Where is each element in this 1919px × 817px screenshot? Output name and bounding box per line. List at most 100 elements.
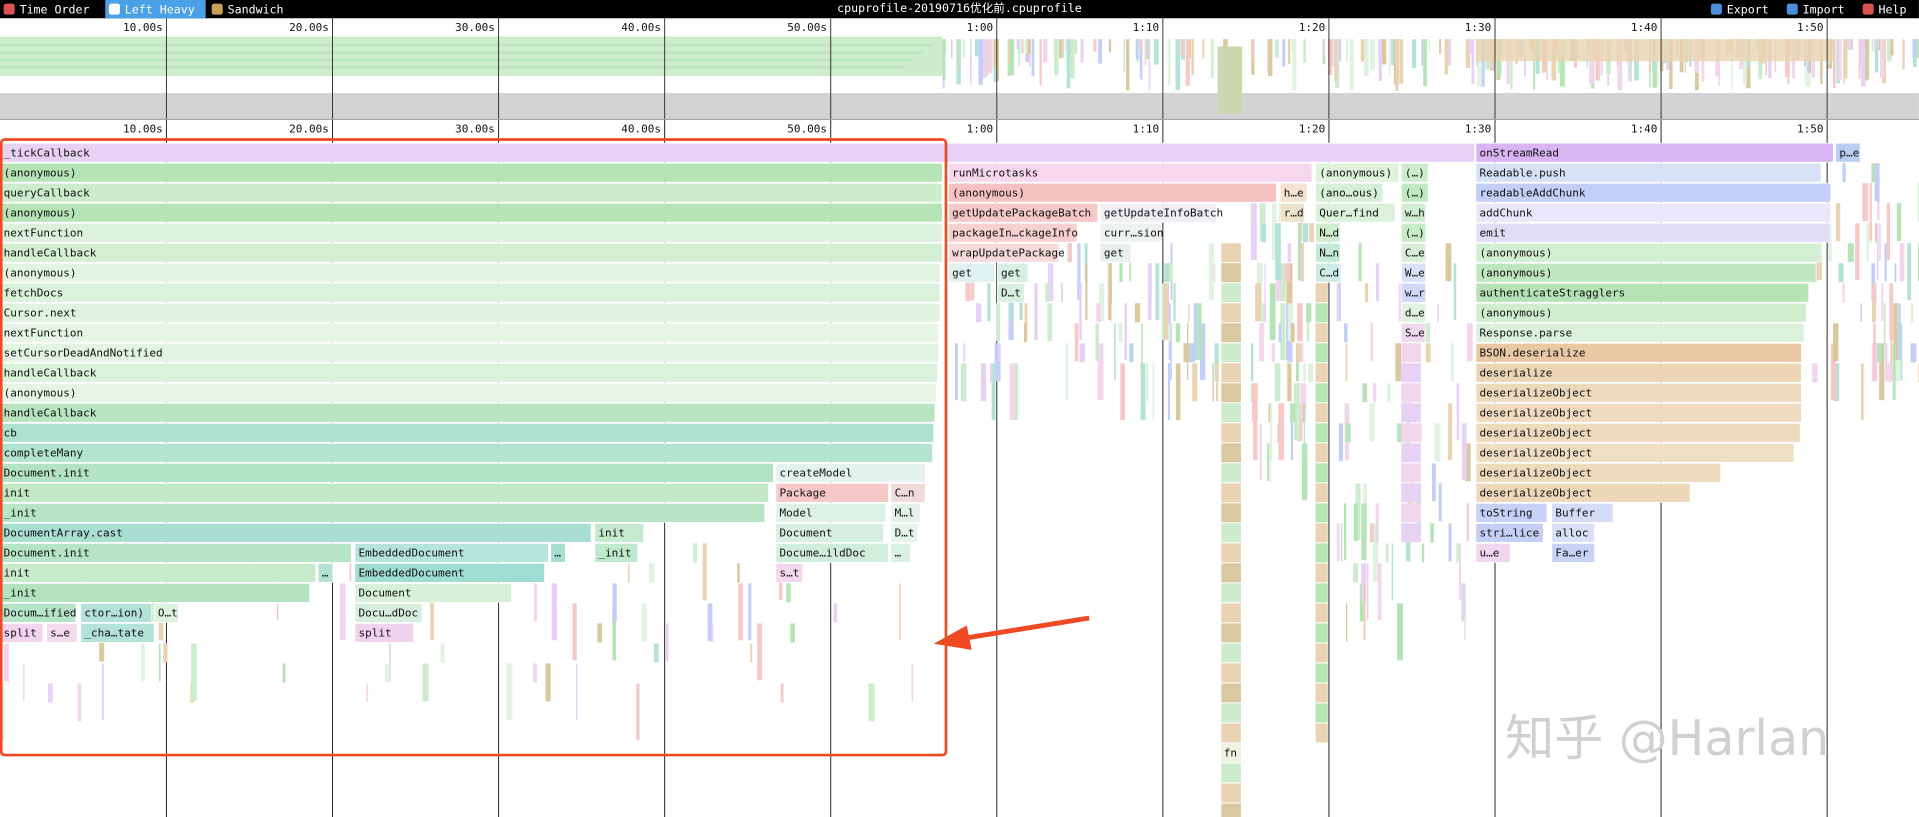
frame[interactable] (550, 543, 566, 563)
frame[interactable] (0, 462, 774, 483)
frame[interactable] (948, 162, 1313, 183)
frame[interactable] (1400, 222, 1427, 243)
frame[interactable] (775, 563, 804, 583)
frame[interactable] (1475, 302, 1807, 323)
frame[interactable] (1099, 202, 1217, 223)
frame[interactable] (354, 543, 549, 563)
frame[interactable] (0, 162, 943, 183)
frame[interactable] (1835, 142, 1861, 163)
frame[interactable] (1475, 462, 1722, 483)
frame[interactable] (1475, 142, 1834, 163)
frame[interactable] (1475, 182, 1832, 203)
frame[interactable] (80, 603, 153, 623)
frame[interactable] (948, 202, 1099, 223)
frame[interactable] (153, 603, 180, 623)
frame[interactable] (0, 322, 940, 343)
frame[interactable] (354, 563, 545, 583)
frame[interactable] (0, 382, 937, 403)
frame[interactable] (354, 623, 415, 643)
frame[interactable] (317, 563, 334, 583)
frame[interactable] (594, 522, 645, 543)
frame[interactable] (997, 262, 1029, 283)
frame[interactable] (0, 142, 1476, 163)
frame[interactable] (0, 502, 766, 523)
frame[interactable] (354, 603, 423, 623)
frame[interactable] (1475, 262, 1817, 283)
frame[interactable] (1315, 202, 1396, 223)
frame[interactable] (775, 522, 884, 543)
frame[interactable] (1475, 322, 1805, 343)
frame[interactable] (0, 222, 943, 243)
frame[interactable] (1221, 743, 1241, 763)
frame[interactable] (775, 462, 926, 483)
frame[interactable] (1400, 182, 1429, 203)
frame[interactable] (997, 282, 1025, 303)
tab[interactable]: Time Order (20, 2, 90, 16)
frame[interactable] (0, 563, 317, 583)
action[interactable]: Help (1879, 2, 1907, 16)
frame[interactable] (1400, 262, 1427, 283)
frame[interactable] (0, 262, 941, 283)
frame[interactable] (0, 603, 77, 623)
frame[interactable] (948, 262, 996, 283)
frame[interactable] (1475, 162, 1822, 183)
frame[interactable] (1475, 222, 1832, 243)
frame[interactable] (0, 543, 352, 563)
frame[interactable] (1475, 282, 1810, 303)
frame[interactable] (1475, 362, 1802, 383)
frame[interactable] (1400, 302, 1427, 323)
frame[interactable] (1400, 202, 1427, 223)
frame[interactable] (0, 242, 943, 263)
frame[interactable] (890, 482, 926, 503)
frame[interactable] (80, 623, 155, 643)
frame[interactable] (0, 302, 941, 323)
tab[interactable]: Left Heavy (125, 2, 195, 16)
frame[interactable] (1475, 442, 1795, 463)
frame[interactable] (890, 522, 919, 543)
frame[interactable] (1475, 422, 1801, 443)
frame[interactable] (1099, 222, 1162, 243)
frame[interactable] (1315, 222, 1341, 243)
frame[interactable] (775, 543, 889, 563)
frame[interactable] (1475, 482, 1691, 503)
frame[interactable] (948, 242, 1059, 263)
frame[interactable] (1475, 543, 1511, 563)
frame[interactable] (1475, 382, 1802, 403)
frame[interactable] (0, 442, 933, 463)
action[interactable]: Export (1727, 2, 1769, 16)
frame[interactable] (948, 182, 1277, 203)
frame[interactable] (1279, 202, 1305, 223)
frame[interactable] (1315, 182, 1384, 203)
frame[interactable] (0, 342, 940, 363)
frame[interactable] (0, 482, 769, 503)
frame[interactable] (775, 502, 887, 523)
frame[interactable] (948, 222, 1078, 243)
frame[interactable] (0, 583, 310, 603)
frame[interactable] (1551, 502, 1614, 523)
frame[interactable] (0, 362, 938, 383)
frame[interactable] (1400, 322, 1427, 343)
frame[interactable] (1400, 282, 1427, 303)
frame[interactable] (890, 502, 921, 523)
frame[interactable] (890, 543, 911, 563)
frame[interactable] (0, 182, 943, 203)
frame[interactable] (1475, 202, 1832, 223)
frame[interactable] (0, 522, 592, 543)
frame[interactable] (0, 402, 936, 423)
frame[interactable] (1475, 522, 1544, 543)
frame[interactable] (354, 583, 512, 603)
tab[interactable]: Sandwich (228, 2, 284, 16)
frame[interactable] (1475, 242, 1822, 263)
frame[interactable] (46, 623, 78, 643)
frame[interactable] (1315, 242, 1341, 263)
frame[interactable] (0, 282, 941, 303)
frame[interactable] (0, 202, 943, 223)
action[interactable]: Import (1803, 2, 1845, 16)
frame[interactable] (1475, 402, 1802, 423)
frame[interactable] (1315, 262, 1341, 283)
frame[interactable] (1315, 162, 1400, 183)
frame[interactable] (1551, 543, 1595, 563)
frame[interactable] (1099, 242, 1132, 263)
frame[interactable] (1551, 522, 1595, 543)
frame[interactable] (1400, 242, 1427, 263)
